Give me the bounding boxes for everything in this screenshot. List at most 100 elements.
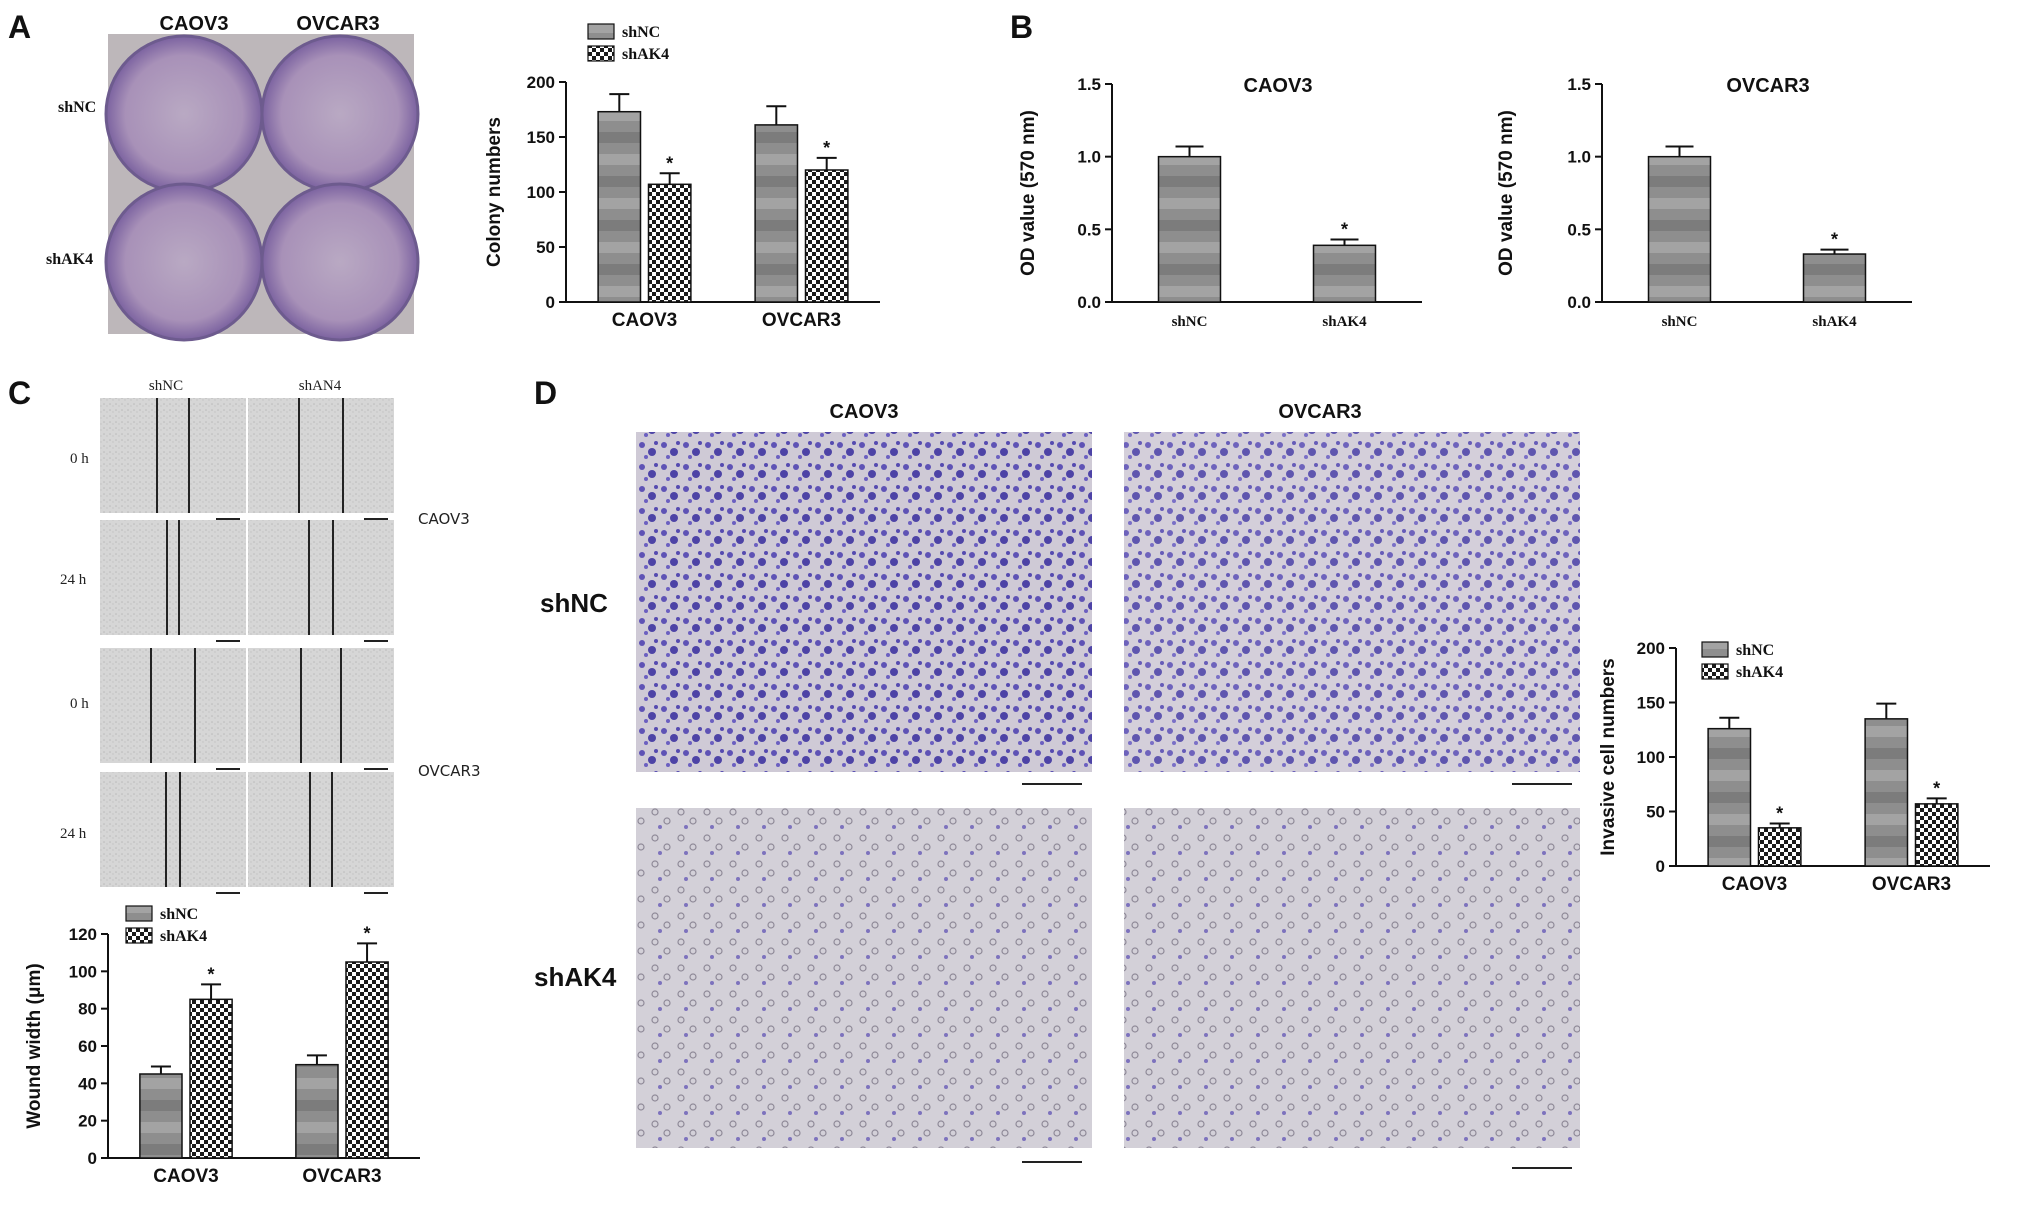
invasion-photo — [636, 432, 1092, 772]
legend-label: shNC — [622, 24, 660, 41]
y-tick-label: 1.5 — [1077, 75, 1101, 94]
wound-photo — [248, 398, 394, 513]
colony-plate-photo — [104, 34, 420, 342]
chart-title: CAOV3 — [1244, 75, 1313, 97]
y-tick-label: 100 — [1637, 748, 1665, 767]
wound-time-label: 24 h — [60, 572, 87, 588]
y-tick-label: 0 — [546, 293, 555, 312]
y-axis-title: Colony numbers — [484, 117, 505, 267]
legend-label: shAK4 — [1736, 664, 1783, 681]
y-tick-label: 200 — [527, 73, 555, 92]
bar — [1802, 253, 1867, 303]
bar-shNC — [1707, 727, 1752, 867]
bar — [1312, 244, 1377, 303]
y-axis-title: OD value (570 nm) — [1018, 110, 1039, 276]
panel-letter-c: C — [8, 375, 31, 411]
bar — [1647, 155, 1712, 303]
bar-shNC — [597, 110, 642, 303]
significance-marker: * — [1776, 803, 1783, 823]
legend-swatch — [587, 23, 615, 40]
wound-photo — [100, 772, 246, 887]
invasive-cell-chart: 0 50 100 150 200 Invasive cell numbers * CAOV3 *… — [1598, 639, 1990, 895]
y-tick-label: 40 — [78, 1074, 97, 1093]
wound-photo — [248, 772, 394, 887]
x-category-label: OVCAR3 — [762, 310, 841, 331]
bar-shAK4 — [189, 998, 233, 1159]
y-tick-label: 50 — [1646, 803, 1665, 822]
od-chart-ovcar3: 0.0 0.5 1.0 1.5 OD value (570 nm) OVCAR3 shNC *… — [1496, 75, 1912, 330]
wound-width-chart: 0 20 40 60 80 100 120 Wound width (μm) * CAOV3 * OV… — [24, 905, 420, 1187]
wound-photo — [100, 648, 246, 763]
x-category-label: shAK4 — [1812, 314, 1857, 330]
bar-shAK4 — [1914, 803, 1959, 867]
invasion-photos — [636, 432, 1580, 1169]
wound-time-label: 0 h — [70, 696, 89, 712]
invasion-col-label: OVCAR3 — [1278, 401, 1361, 423]
wound-photo — [248, 648, 394, 763]
x-category-label: CAOV3 — [612, 310, 677, 331]
x-category-label: shNC — [1172, 314, 1208, 330]
x-category-label: CAOV3 — [1722, 874, 1787, 895]
significance-marker: * — [1933, 778, 1940, 798]
bar — [1157, 155, 1222, 303]
bar-shNC — [754, 124, 799, 303]
y-tick-label: 0.0 — [1567, 293, 1591, 312]
legend-swatch — [587, 45, 615, 62]
x-category-label: OVCAR3 — [1872, 874, 1951, 895]
bar-shAK4 — [1757, 827, 1802, 867]
significance-marker: * — [823, 138, 830, 158]
y-tick-label: 0 — [1656, 857, 1665, 876]
chart-title: OVCAR3 — [1726, 75, 1809, 97]
plate-well — [260, 34, 420, 194]
significance-marker: * — [666, 153, 673, 173]
legend-label: shNC — [1736, 642, 1774, 659]
y-tick-label: 0.5 — [1567, 220, 1591, 239]
bar-shNC — [1864, 718, 1909, 867]
significance-marker: * — [1831, 230, 1838, 250]
y-tick-label: 150 — [527, 128, 555, 147]
wound-healing-photos — [100, 398, 394, 894]
invasion-col-label: CAOV3 — [830, 401, 899, 423]
bar-shAK4 — [804, 169, 849, 303]
wound-cell-label: CAOV3 — [418, 510, 470, 528]
wound-photo — [100, 398, 246, 513]
photo-row-label: shAK4 — [46, 251, 93, 268]
invasion-photo — [1124, 808, 1580, 1148]
y-tick-label: 200 — [1637, 639, 1665, 658]
legend-swatch — [125, 905, 153, 922]
y-tick-label: 100 — [69, 962, 97, 981]
y-tick-label: 20 — [78, 1112, 97, 1131]
bar-shNC — [295, 1063, 339, 1159]
legend-label: shAK4 — [622, 46, 669, 63]
photo-col-label: OVCAR3 — [296, 13, 379, 35]
plate-well — [104, 34, 264, 194]
y-axis-title: Invasive cell numbers — [1598, 658, 1619, 856]
y-tick-label: 120 — [69, 925, 97, 944]
significance-marker: * — [1341, 220, 1348, 240]
colony-number-chart: 0 50 100 150 200 Colony numbers * CAOV3 * OVCAR3 s… — [484, 23, 880, 331]
legend-swatch — [1701, 641, 1729, 658]
x-category-label: OVCAR3 — [302, 1166, 381, 1187]
y-tick-label: 50 — [536, 238, 555, 257]
y-axis-title: Wound width (μm) — [24, 963, 45, 1128]
plate-well — [260, 182, 420, 342]
bar-shNC — [139, 1073, 183, 1159]
y-tick-label: 100 — [527, 183, 555, 202]
photo-col-label: CAOV3 — [160, 13, 229, 35]
x-category-label: shAK4 — [1322, 314, 1367, 330]
significance-marker: * — [208, 964, 215, 984]
y-tick-label: 60 — [78, 1037, 97, 1056]
invasion-row-label: shAK4 — [534, 962, 617, 992]
invasion-photo — [636, 808, 1092, 1148]
y-axis-title: OD value (570 nm) — [1496, 110, 1517, 276]
x-category-label: CAOV3 — [153, 1166, 218, 1187]
bar-shAK4 — [647, 183, 692, 303]
legend-label: shNC — [160, 906, 198, 923]
wound-time-label: 24 h — [60, 826, 87, 842]
wound-time-label: 0 h — [70, 451, 89, 467]
wound-photo — [248, 520, 394, 635]
significance-marker: * — [364, 923, 371, 943]
panel-letter-d: D — [534, 375, 557, 411]
y-tick-label: 0.5 — [1077, 220, 1101, 239]
